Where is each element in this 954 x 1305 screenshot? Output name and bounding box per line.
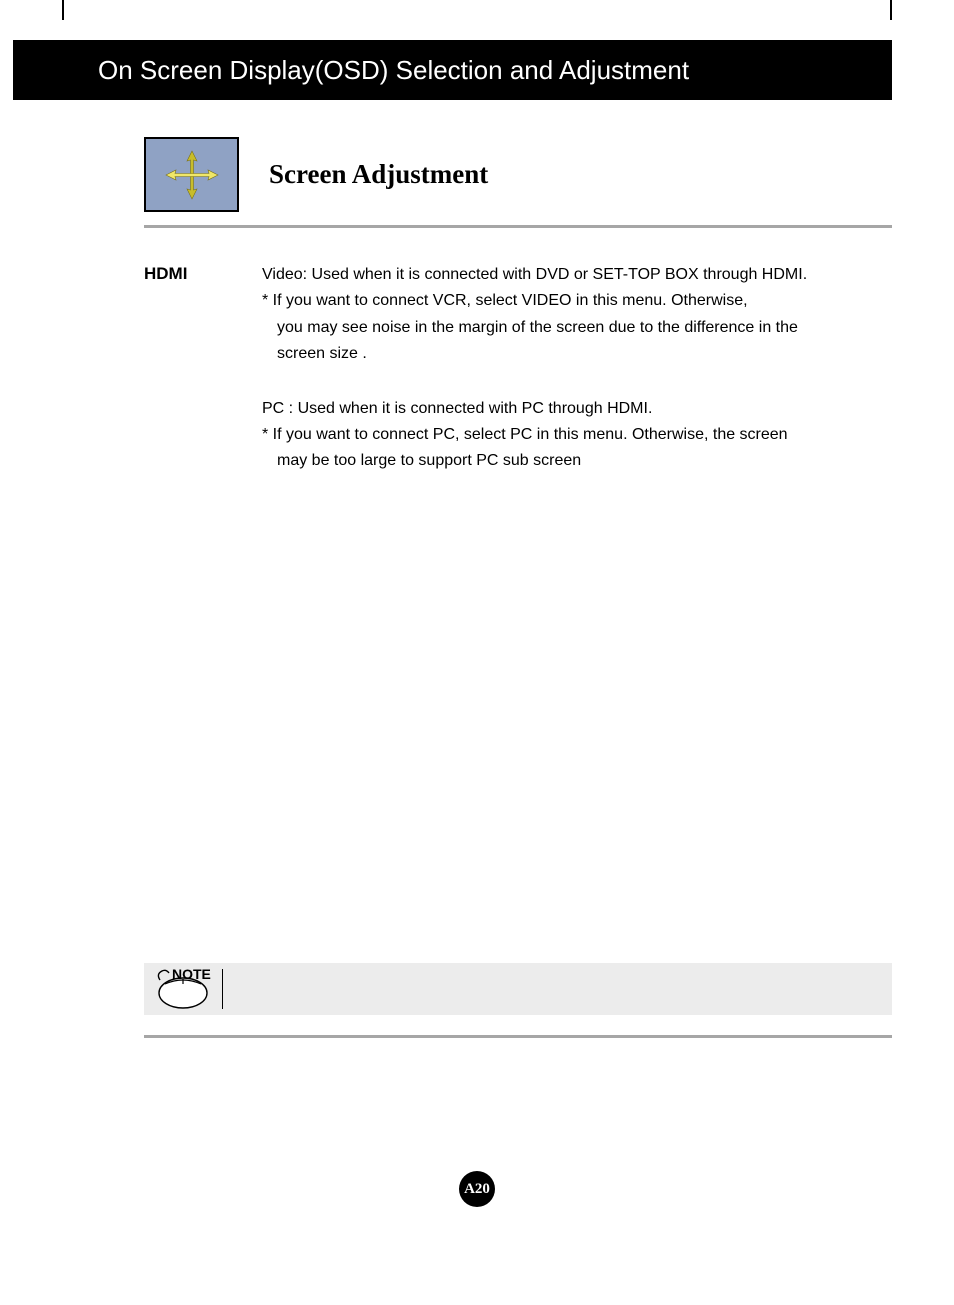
- adjustment-icon: [144, 137, 239, 212]
- page-number-badge: A20: [459, 1171, 495, 1207]
- header-bar: On Screen Display(OSD) Selection and Adj…: [13, 40, 892, 100]
- header-title: On Screen Display(OSD) Selection and Adj…: [98, 55, 689, 86]
- note-icon-wrap: NOTE: [144, 963, 222, 1015]
- video-note-1: * If you want to connect VCR, select VID…: [262, 292, 748, 309]
- crop-marks: [0, 0, 954, 40]
- pc-note-1: * If you want to connect PC, select PC i…: [262, 426, 788, 443]
- pc-line: PC : Used when it is connected with PC t…: [262, 400, 652, 417]
- video-note-3: screen size .: [262, 341, 892, 367]
- note-label: NOTE: [172, 966, 211, 982]
- video-note-2: you may see noise in the margin of the s…: [262, 315, 892, 341]
- section-header: Screen Adjustment: [144, 137, 892, 212]
- note-box: NOTE: [144, 963, 892, 1015]
- horizontal-rule-bottom: [144, 1035, 892, 1038]
- section-title: Screen Adjustment: [269, 159, 488, 190]
- page-number: A20: [464, 1181, 490, 1198]
- note-divider: [222, 969, 223, 1009]
- content-text: Video: Used when it is connected with DV…: [262, 262, 892, 475]
- pc-note-2: may be too large to support PC sub scree…: [262, 448, 892, 474]
- hdmi-label: HDMI: [144, 262, 262, 475]
- horizontal-rule-top: [144, 225, 892, 228]
- video-line: Video: Used when it is connected with DV…: [262, 266, 807, 283]
- content-block: HDMI Video: Used when it is connected wi…: [144, 262, 892, 475]
